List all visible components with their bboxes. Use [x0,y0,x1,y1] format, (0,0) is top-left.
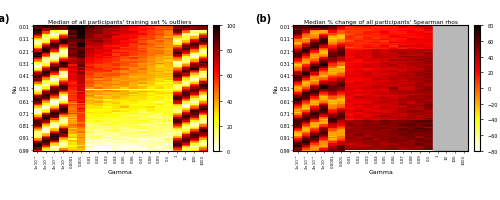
Text: (a): (a) [0,13,10,23]
Title: Median % change of all participants' Spearman rhos: Median % change of all participants' Spe… [304,20,458,25]
Bar [433,26,472,152]
Y-axis label: Nu: Nu [274,84,278,93]
X-axis label: Gamma: Gamma [108,169,132,174]
Y-axis label: Nu: Nu [12,84,18,93]
X-axis label: Gamma: Gamma [368,169,393,174]
Text: (b): (b) [255,13,271,23]
Title: Median of all participants' training set % outliers: Median of all participants' training set… [48,20,192,25]
